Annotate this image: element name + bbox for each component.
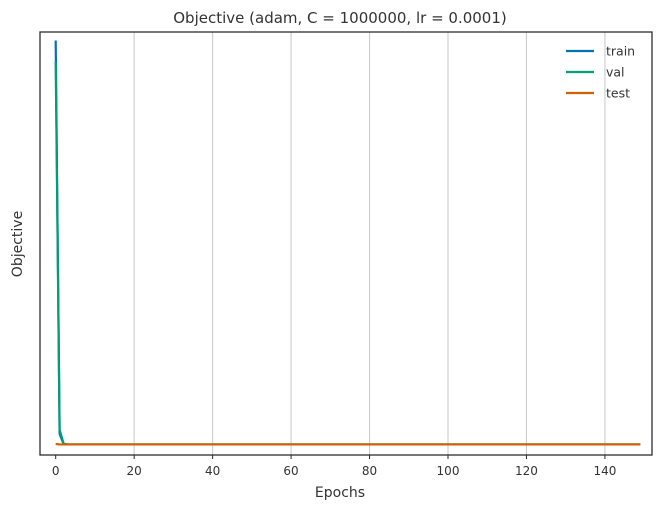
legend-label-test: test: [606, 86, 630, 101]
x-tick-label: 140: [593, 464, 616, 478]
x-tick-label: 20: [127, 464, 142, 478]
plot-frame: [39, 31, 653, 456]
series-layer: [54, 40, 641, 446]
x-tick-label: 120: [515, 464, 538, 478]
series-line-val: [54, 61, 641, 446]
legend-label-train: train: [606, 44, 635, 59]
chart-title: Objective (adam, C = 1000000, lr = 0.000…: [173, 9, 507, 27]
x-tick-layer: 0 20 40 60 80 100 120 140: [52, 455, 616, 478]
legend: train val test: [566, 44, 635, 101]
x-tick-label: 0: [52, 464, 60, 478]
x-tick-label: 40: [205, 464, 220, 478]
x-axis-label: Epochs: [315, 485, 365, 501]
series-line-train: [54, 40, 641, 446]
y-axis-label: Objective: [10, 211, 26, 277]
grid-layer: [133, 32, 606, 455]
legend-label-val: val: [606, 65, 625, 80]
x-tick-label: 80: [362, 464, 377, 478]
x-tick-label: 60: [283, 464, 298, 478]
x-tick-label: 100: [437, 464, 460, 478]
